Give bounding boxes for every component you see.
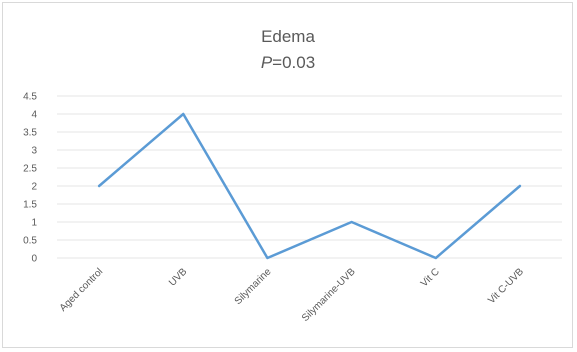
y-tick-label: 3: [31, 146, 37, 157]
chart-title: Edema: [261, 27, 315, 46]
series-group: [97, 112, 522, 260]
y-tick-label: 1.5: [23, 200, 37, 211]
x-tick-label: Silymarine: [233, 266, 274, 307]
chart-area: [2, 2, 573, 348]
x-tick-label: UVB: [167, 266, 190, 289]
y-tick-label: 0.5: [23, 236, 37, 247]
y-tick-label: 2: [31, 182, 37, 193]
y-axis-ticks: 0 0.5 1 1.5 2 2.5 3 3.5 4 4.5: [23, 92, 37, 265]
y-tick-label: 4: [31, 110, 37, 121]
gridlines: [57, 95, 562, 259]
p-value: =0.03: [272, 53, 315, 72]
series-line: [97, 112, 522, 260]
x-tick-label: Aged control: [58, 266, 105, 313]
y-tick-label: 4.5: [23, 92, 37, 103]
y-tick-label: 3.5: [23, 128, 37, 139]
y-tick-label: 0: [31, 254, 37, 265]
y-tick-label: 1: [31, 218, 37, 229]
y-tick-label: 2.5: [23, 164, 37, 175]
x-tick-label: Vit C: [419, 266, 442, 289]
x-tick-label: Vit C-UVB: [486, 266, 526, 306]
x-axis-ticks: Aged control UVB Silymarine Silymarine-UVB V…: [58, 266, 527, 324]
chart-subtitle: P=0.03: [261, 53, 315, 72]
x-tick-label: Silymarine-UVB: [300, 266, 358, 324]
p-symbol: P: [261, 53, 273, 72]
